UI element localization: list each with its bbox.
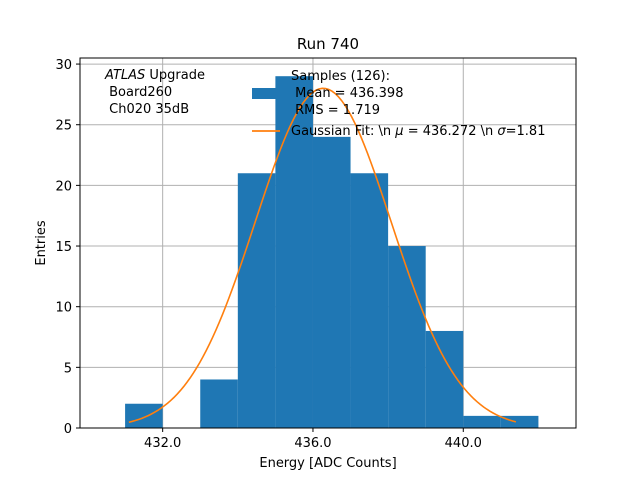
axis-ticks: 432.0 436.0 440.0 0 5 10 15 20 25 30	[55, 58, 481, 451]
y-tick-label-1: 5	[64, 361, 72, 376]
chart-title: Run 740	[297, 35, 359, 53]
gaussian-fit-line	[128, 87, 517, 424]
y-tick-label-4: 20	[55, 179, 72, 194]
x-tick-label-0: 432.0	[144, 436, 181, 451]
y-tick-label-2: 10	[55, 301, 72, 316]
histogram-bar-7	[388, 246, 426, 428]
annotation-experiment-suffix: Upgrade	[145, 68, 205, 83]
y-tick-label-0: 0	[64, 422, 72, 437]
histogram-bar-9	[463, 415, 501, 428]
atlas-annotation: ATLAS Upgrade Board260 Ch020 35dB	[104, 68, 205, 117]
y-tick-label-3: 15	[55, 240, 72, 255]
histogram-bar-3	[237, 173, 276, 428]
legend-fit-prefix: Gaussian Fit: \n	[291, 124, 395, 139]
histogram-bar-0	[125, 403, 163, 428]
legend-sigma-text: =1.81	[506, 124, 546, 139]
annotation-experiment: ATLAS	[104, 68, 145, 83]
legend: Samples (126): Mean = 436.398 RMS = 1.71…	[252, 69, 545, 139]
legend-sigma-symbol: σ	[497, 124, 506, 139]
y-tick-label-6: 30	[55, 58, 72, 73]
plot-frame	[79, 57, 577, 429]
legend-samples-line2: Mean = 436.398	[291, 86, 403, 101]
legend-samples-line1: Samples (126):	[291, 69, 390, 84]
x-tick-label-2: 440.0	[445, 436, 482, 451]
histogram-bars	[125, 76, 539, 429]
y-axis-label: Entries	[34, 220, 49, 266]
annotation-channel: Ch020 35dB	[105, 102, 189, 117]
histogram-bar-4	[275, 76, 313, 429]
histogram-bar-6	[350, 173, 389, 428]
legend-mu-symbol: μ	[394, 124, 403, 139]
legend-mu-text: = 436.272 \n	[404, 124, 498, 139]
legend-samples-line3: RMS = 1.719	[291, 103, 380, 118]
legend-samples-swatch	[252, 88, 280, 99]
histogram-bar-5	[312, 136, 351, 428]
gaussian-fit	[128, 87, 517, 424]
histogram-bar-10	[500, 415, 539, 428]
svg-text:Gaussian Fit: \n μ = 436.272 \: Gaussian Fit: \n μ = 436.272 \n σ=1.81	[291, 124, 545, 139]
svg-text:ATLAS Upgrade: ATLAS Upgrade	[104, 68, 205, 83]
histogram-bar-2	[200, 379, 238, 428]
annotation-board: Board260	[105, 85, 172, 100]
y-tick-label-5: 25	[55, 119, 72, 134]
x-tick-label-1: 436.0	[294, 436, 331, 451]
x-axis-label: Energy [ADC Counts]	[259, 456, 396, 471]
